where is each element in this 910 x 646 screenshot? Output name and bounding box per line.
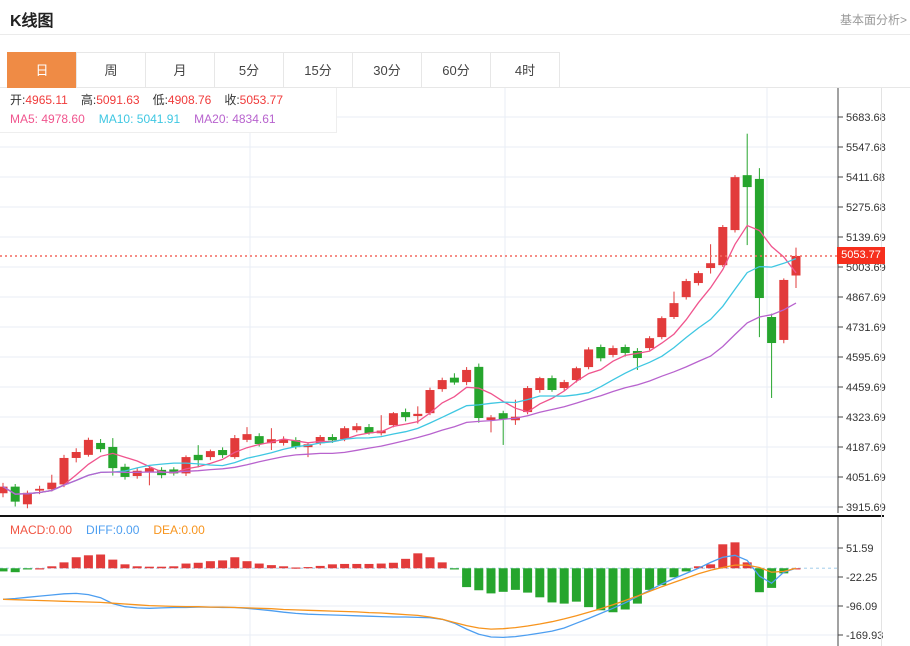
high-value: 5091.63 bbox=[96, 93, 140, 107]
current-price-badge: 5053.77 bbox=[837, 247, 885, 264]
tab-4hour[interactable]: 4时 bbox=[490, 52, 560, 88]
panel-divider bbox=[0, 515, 884, 517]
svg-text:4187.69: 4187.69 bbox=[846, 442, 886, 454]
svg-text:4731.69: 4731.69 bbox=[846, 322, 886, 334]
page-title: K线图 bbox=[10, 13, 54, 30]
svg-text:5411.68: 5411.68 bbox=[846, 172, 885, 184]
tab-5min[interactable]: 5分 bbox=[214, 52, 284, 88]
diff-value: DIFF:0.00 bbox=[86, 523, 140, 537]
macd-value: MACD:0.00 bbox=[10, 523, 73, 537]
svg-text:-169.93: -169.93 bbox=[846, 630, 883, 642]
open-value: 4965.11 bbox=[25, 93, 68, 107]
svg-text:4595.69: 4595.69 bbox=[846, 352, 886, 364]
svg-text:-22.25: -22.25 bbox=[846, 572, 877, 584]
dea-line bbox=[2, 564, 797, 630]
svg-text:3915.69: 3915.69 bbox=[846, 502, 886, 513]
svg-text:5003.69: 5003.69 bbox=[846, 262, 886, 274]
candlestick-chart[interactable]: 5683.68 5547.68 5411.68 5275.68 5139.69 5003.… bbox=[0, 88, 910, 513]
ma20-legend: MA20: 4834.61 bbox=[194, 112, 276, 126]
low-value: 4908.76 bbox=[167, 93, 212, 107]
svg-text:5139.69: 5139.69 bbox=[846, 232, 886, 244]
svg-text:5547.68: 5547.68 bbox=[846, 142, 886, 154]
svg-text:4051.69: 4051.69 bbox=[846, 472, 886, 484]
fundamental-analysis-link[interactable]: 基本面分析> bbox=[839, 13, 907, 27]
close-value: 5053.77 bbox=[239, 93, 284, 107]
ma5-line bbox=[2, 224, 797, 495]
ma10-legend: MA10: 5041.91 bbox=[98, 112, 181, 126]
tab-30min[interactable]: 30分 bbox=[352, 52, 422, 88]
macd-bars bbox=[0, 542, 801, 613]
open-label: 开: bbox=[10, 93, 26, 107]
tab-60min[interactable]: 60分 bbox=[421, 52, 491, 88]
tab-15min[interactable]: 15分 bbox=[283, 52, 353, 88]
period-tabbar: 日 周 月 5分 15分 30分 60分 4时 bbox=[7, 52, 560, 88]
svg-text:4459.69: 4459.69 bbox=[846, 382, 886, 394]
ma5-legend: MA5: 4978.60 bbox=[10, 112, 85, 126]
dea-value: DEA:0.00 bbox=[153, 523, 205, 537]
svg-text:51.59: 51.59 bbox=[846, 543, 874, 555]
ohlc-legend: 开:4965.11 高:5091.63 低:4908.76 收:5053.77 MA5… bbox=[0, 88, 337, 133]
svg-text:-96.09: -96.09 bbox=[846, 601, 877, 613]
ma10-line bbox=[2, 257, 797, 495]
main-gridlines bbox=[0, 88, 838, 513]
chart-right-border bbox=[881, 88, 882, 646]
macd-legend: MACD:0.00 DIFF:0.00 DEA:0.00 bbox=[10, 523, 219, 537]
close-label: 收: bbox=[224, 93, 240, 107]
candles bbox=[0, 133, 801, 509]
main-y-axis: 5683.68 5547.68 5411.68 5275.68 5139.69 5003.… bbox=[837, 88, 886, 513]
tab-day[interactable]: 日 bbox=[7, 52, 77, 88]
ma-row: MA5: 4978.60 MA10: 5041.91 MA20: 4834.61 bbox=[10, 110, 336, 129]
header-divider bbox=[0, 34, 910, 35]
ma-lines bbox=[2, 224, 797, 495]
tab-week[interactable]: 周 bbox=[76, 52, 146, 88]
svg-text:5683.68: 5683.68 bbox=[846, 112, 886, 124]
svg-text:4867.69: 4867.69 bbox=[846, 292, 886, 304]
macd-y-axis: 51.59 -22.25 -96.09 -169.93 bbox=[837, 517, 883, 646]
svg-text:4323.69: 4323.69 bbox=[846, 412, 886, 424]
ma20-line bbox=[2, 302, 797, 495]
ohlc-row: 开:4965.11 高:5091.63 低:4908.76 收:5053.77 bbox=[10, 91, 336, 110]
macd-chart[interactable]: 51.59 -22.25 -96.09 -169.93 bbox=[0, 517, 910, 646]
tab-month[interactable]: 月 bbox=[145, 52, 215, 88]
low-label: 低: bbox=[152, 93, 168, 107]
svg-text:5275.68: 5275.68 bbox=[846, 202, 886, 214]
diff-line bbox=[2, 554, 797, 639]
high-label: 高: bbox=[80, 93, 97, 107]
